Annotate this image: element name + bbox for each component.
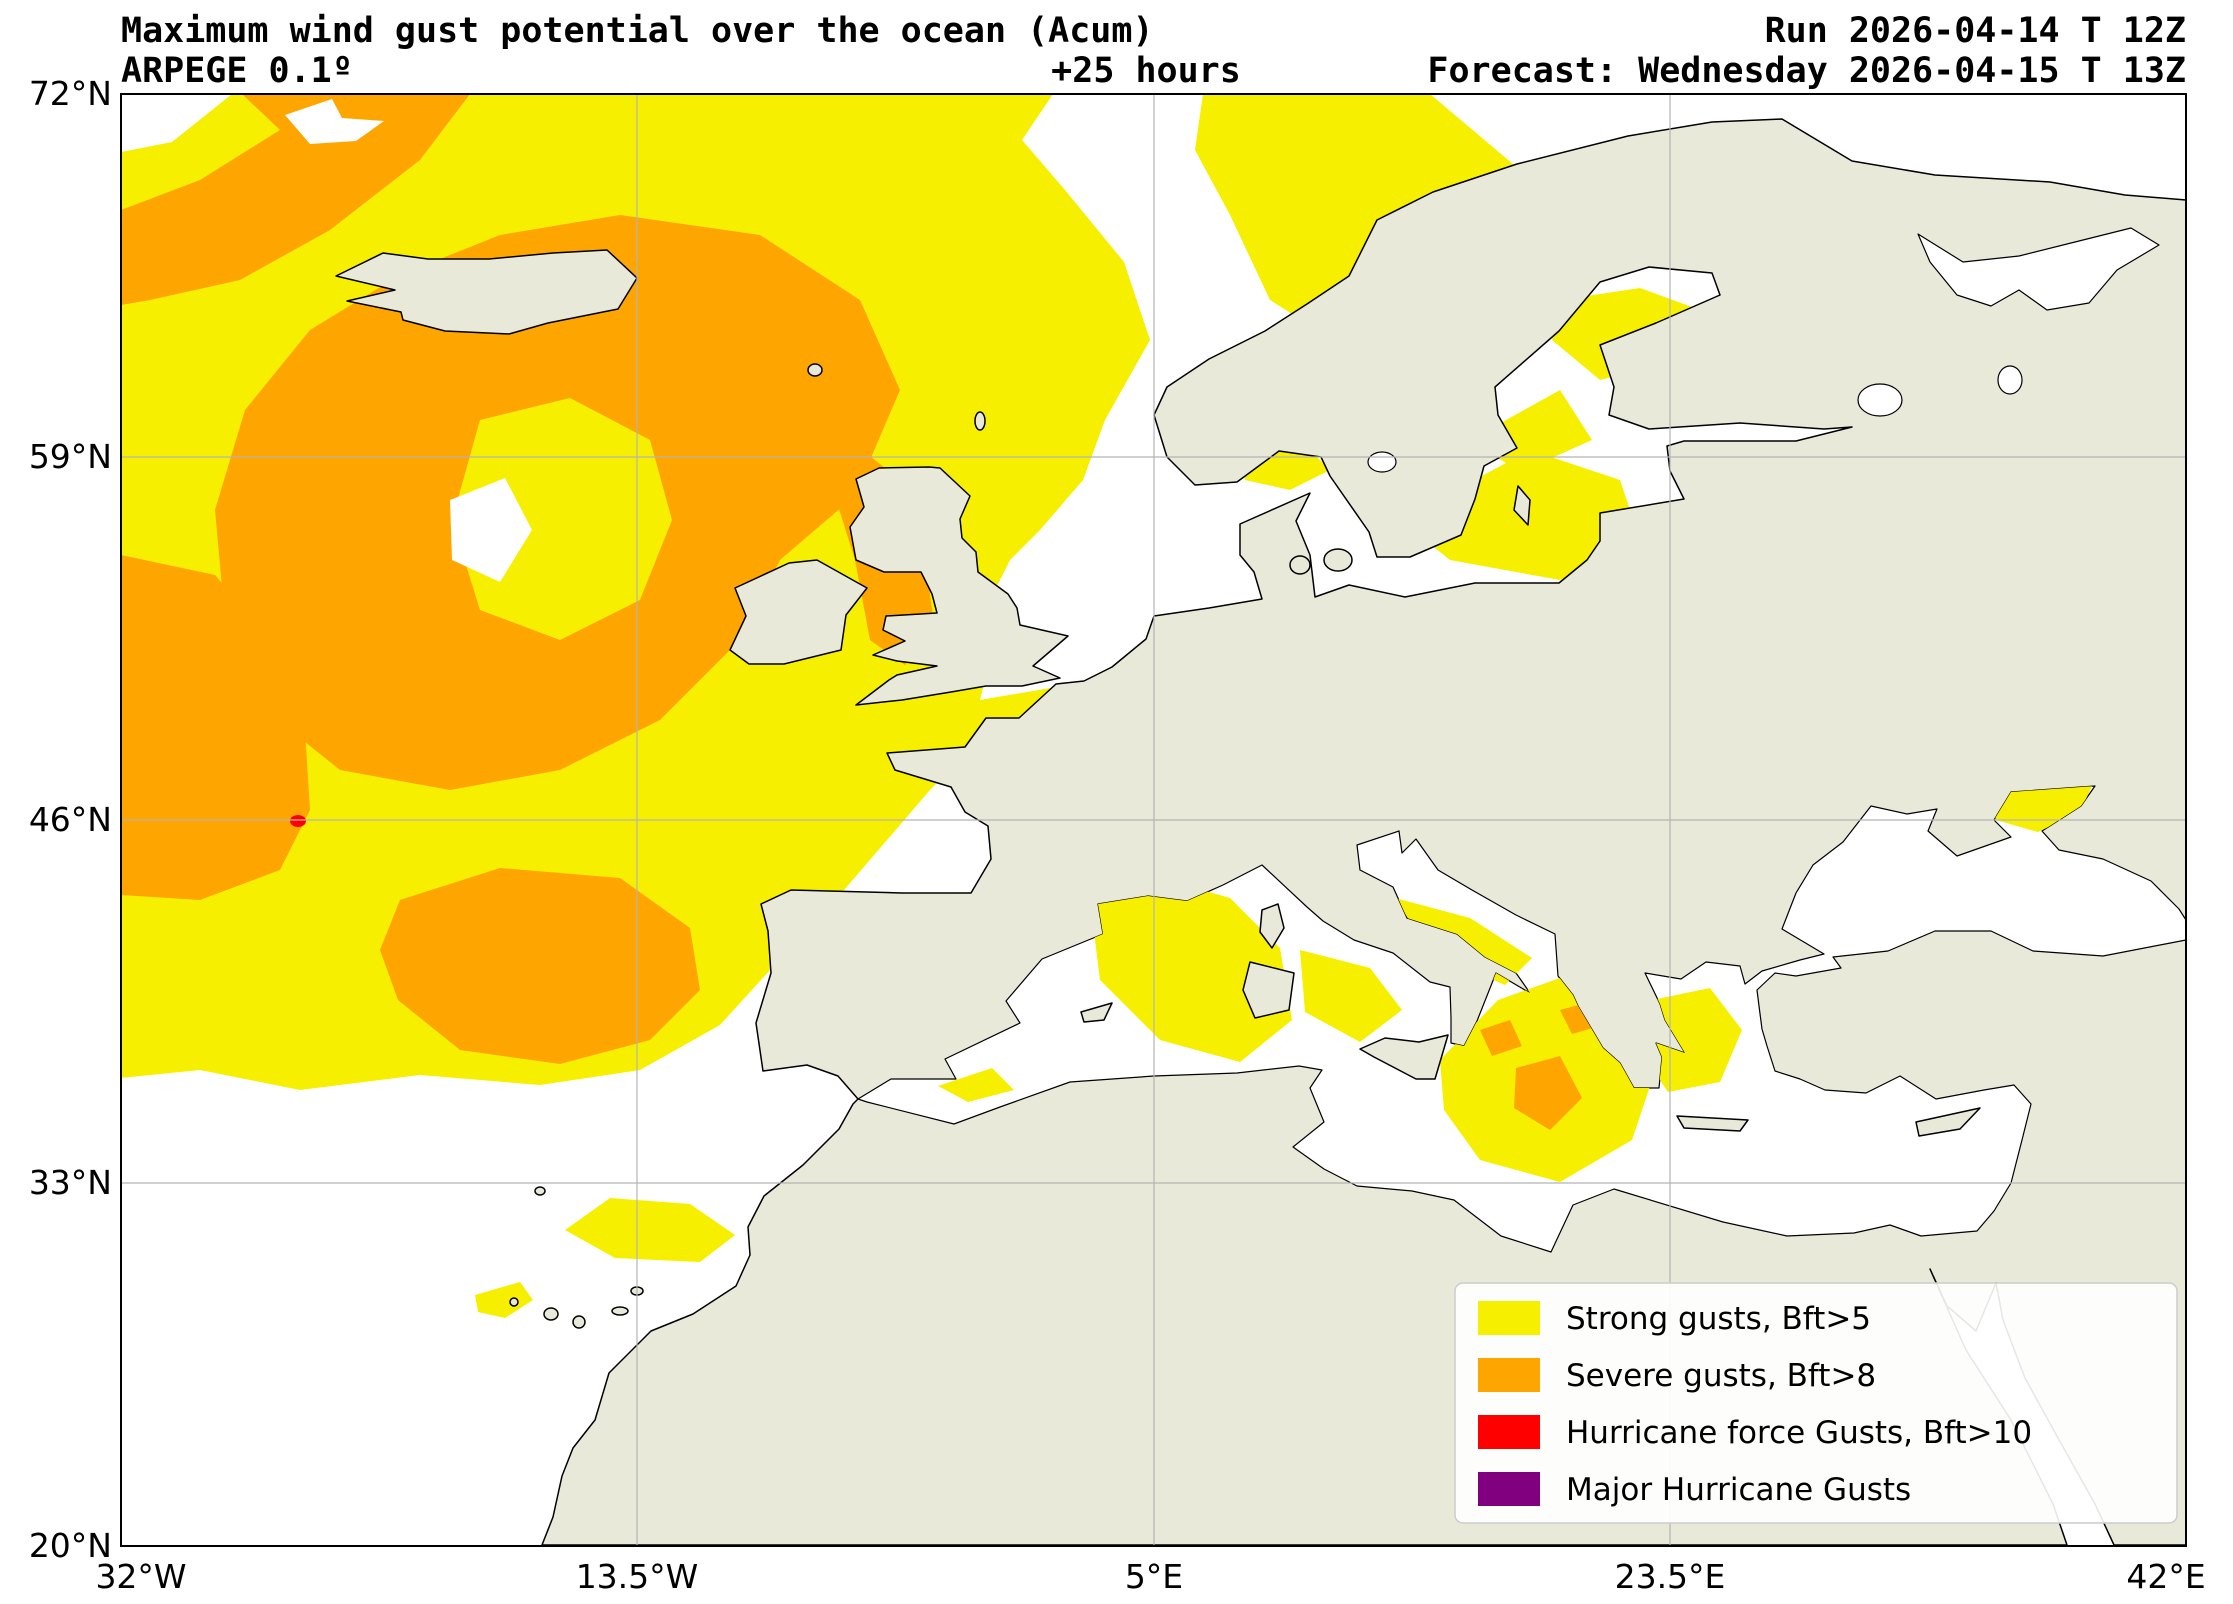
gust-area-severe-ionian-1 [1514,1056,1582,1130]
legend-swatch-hurricane [1478,1415,1540,1449]
legend-label-severe: Severe gusts, Bft>8 [1566,1358,1876,1394]
tenerife-island [543,1307,559,1321]
lat-tick-59n: 59°N [29,437,112,476]
legend-item-major-hurricane: Major Hurricane Gusts [1478,1472,1911,1508]
gust-area-severe-band-northwest [121,94,470,305]
ireland-island [729,559,868,665]
gust-layer-atlantic [121,94,1700,1318]
iceland-island [335,249,638,335]
forecast-label: Forecast: Wednesday 2026-04-15 T 13Z [1427,51,2186,91]
gust-area-strong-alboran [938,1068,1014,1102]
crete-island [1676,1115,1749,1132]
severe-gust-areas-mediterranean [1480,1002,1600,1130]
gust-area-strong-canaries [475,1282,533,1318]
lat-tick-20n: 20°N [29,1526,112,1565]
gust-area-severe-south-hook [380,868,700,1064]
mallorca-island [1080,1002,1113,1023]
map-frame [120,93,2187,1547]
zealand-island [1323,548,1353,572]
lake-vanern [1367,451,1397,473]
model-label: ARPEGE 0.1º [121,51,353,91]
gran-canaria-island [572,1315,586,1329]
lakes-layer [1367,227,2160,473]
run-label: Run 2026-04-14 T 12Z [1765,11,2186,51]
faroe-islands [807,363,823,377]
legend-box [1454,1282,2178,1524]
legend-swatch-severe [1478,1358,1540,1392]
lon-tick-42e: 42°E [2126,1557,2205,1596]
gust-area-severe-west-band [121,555,310,900]
great-britain-island [849,466,1069,706]
gust-area-strong-aegean [1640,988,1742,1092]
sicily-island [1359,1034,1449,1080]
strong-gust-spiral-gap [452,398,672,640]
severe-gust-areas-atlantic [121,94,935,1064]
sea-gap-inner-curl [450,478,532,582]
lake-ladoga [1857,383,1903,417]
sea-gap-corner [121,94,232,152]
legend-swatch-strong [1478,1301,1540,1335]
legend-item-hurricane: Hurricane force Gusts, Bft>10 [1478,1415,2032,1451]
white-sea [1917,227,2160,311]
la-palma-island [509,1297,519,1307]
sea-gap-arrow [285,99,384,144]
latitude-axis: 72°N 59°N 46°N 33°N 20°N [29,74,112,1565]
page-title: Maximum wind gust potential over the oce… [121,11,1154,51]
madeira-island [534,1186,546,1196]
gust-area-strong-norwegian-coast [1195,94,1520,335]
lon-tick-23-5e: 23.5°E [1615,1557,1726,1596]
lon-tick-32w: 32°W [95,1557,186,1596]
legend-item-severe: Severe gusts, Bft>8 [1478,1358,1876,1394]
lead-time-label: +25 hours [1051,51,1241,91]
lon-tick-13-5w: 13.5°W [576,1557,699,1596]
graticule [121,94,2186,1546]
legend: Strong gusts, Bft>5 Severe gusts, Bft>8 … [1454,1282,2178,1524]
gust-area-strong-inner-spiral [452,398,672,640]
gust-area-strong-gulf-of-lion [1090,878,1292,1062]
gust-area-severe-ionian-2 [1480,1020,1522,1056]
legend-item-strong: Strong gusts, Bft>5 [1478,1301,1871,1337]
sardinia-island [1242,961,1295,1019]
gotland-island [1513,485,1531,526]
sea-gaps-in-gust-field [121,94,532,582]
funen-island [1289,555,1311,575]
lat-tick-46n: 46°N [29,800,112,839]
cyprus-island [1915,1107,1981,1137]
corsica-island [1259,903,1285,949]
islands-layer [335,249,1981,1329]
legend-label-hurricane: Hurricane force Gusts, Bft>10 [1566,1415,2032,1451]
lat-tick-33n: 33°N [29,1163,112,1202]
hurricane-gust-spot [290,815,306,827]
lake-onega [1997,365,2023,395]
legend-label-strong: Strong gusts, Bft>5 [1566,1301,1871,1337]
shetland-islands [974,411,986,431]
longitude-axis: 32°W 13.5°W 5°E 23.5°E 42°E [95,1557,2205,1596]
gust-area-strong-tyrrhenian [1300,950,1402,1042]
gust-area-strong-madeira [565,1198,735,1262]
lat-tick-72n: 72°N [29,74,112,113]
fuerteventura-island [611,1306,629,1316]
legend-label-major-hurricane: Major Hurricane Gusts [1566,1472,1911,1508]
legend-swatch-major-hurricane [1478,1472,1540,1506]
lon-tick-5e: 5°E [1125,1557,1183,1596]
